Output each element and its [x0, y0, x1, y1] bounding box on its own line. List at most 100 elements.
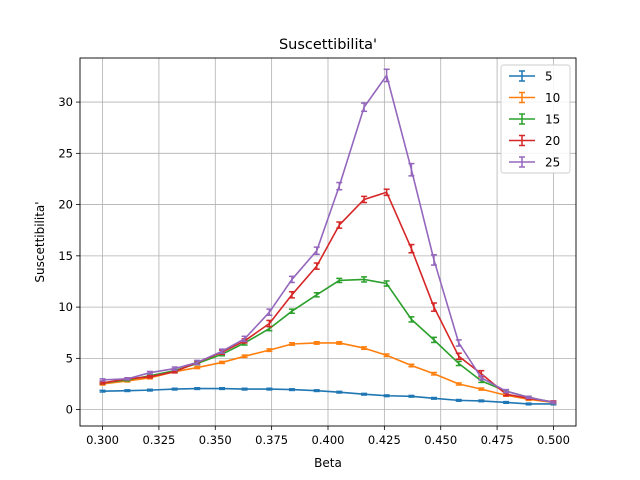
legend-item-20: 20: [509, 134, 560, 148]
error-bar-25-5: [219, 348, 226, 354]
series-25: [99, 68, 557, 405]
error-bar-20-11: [361, 195, 368, 204]
series-20: [99, 188, 557, 404]
x-tick-label-2: 0.350: [199, 433, 232, 447]
y-axis-label: Suscettibilita': [33, 201, 47, 282]
error-bar-5-12: [383, 394, 390, 398]
error-bar-15-11: [361, 276, 368, 283]
y-tick-label-0: 0: [66, 403, 73, 417]
error-bar-25-14: [430, 254, 437, 266]
error-bar-25-7: [266, 308, 273, 317]
y-tick-label-1: 5: [66, 351, 73, 365]
error-bar-5-14: [430, 396, 437, 400]
error-bar-15-10: [336, 277, 343, 284]
error-bar-25-4: [194, 359, 201, 366]
x-axis-label: Beta: [314, 456, 342, 470]
error-bar-25-10: [336, 181, 343, 191]
error-bar-15-15: [455, 360, 462, 367]
error-bar-15-8: [288, 308, 295, 314]
series-5: [99, 387, 557, 406]
error-bar-5-1: [124, 389, 131, 393]
x-tick-label-0: 0.300: [86, 433, 119, 447]
error-bar-5-10: [336, 390, 343, 394]
series-layer: [99, 68, 557, 406]
error-bar-5-9: [313, 389, 320, 393]
error-bar-10-12: [383, 353, 390, 358]
error-bar-20-7: [266, 319, 273, 328]
error-bar-5-11: [361, 392, 368, 396]
error-bar-25-3: [171, 366, 178, 371]
error-bar-5-4: [194, 387, 201, 391]
error-bar-5-3: [171, 387, 178, 391]
error-bar-25-12: [383, 68, 390, 83]
error-bar-15-13: [408, 316, 415, 323]
legend-item-15: 15: [509, 113, 560, 127]
error-bar-25-1: [124, 377, 131, 381]
error-bar-25-13: [408, 162, 415, 177]
error-bar-20-8: [288, 290, 295, 299]
legend: 5 10 15 20 25: [500, 64, 571, 174]
error-bar-10-16: [478, 387, 485, 391]
series-line-5: [102, 387, 554, 405]
x-tick-label-7: 0.475: [481, 433, 514, 447]
error-bar-20-13: [408, 243, 415, 254]
error-bar-10-7: [266, 348, 273, 353]
legend-label-10: 10: [545, 91, 560, 105]
legend-label-25: 25: [545, 156, 560, 170]
error-bar-10-10: [336, 340, 343, 345]
error-bar-20-10: [336, 221, 343, 229]
error-bar-10-14: [430, 371, 437, 376]
error-bar-25-9: [313, 246, 320, 256]
error-bar-5-18: [525, 402, 532, 406]
error-bar-25-11: [361, 102, 368, 113]
legend-item-10: 10: [509, 91, 560, 105]
error-bar-10-5: [219, 360, 226, 365]
error-bar-5-15: [455, 398, 462, 402]
legend-label-20: 20: [545, 134, 560, 148]
legend-item-5: 5: [509, 70, 553, 84]
legend-label-5: 5: [545, 70, 553, 84]
chart-title: Suscettibilita': [279, 37, 377, 53]
x-tick-label-3: 0.375: [255, 433, 288, 447]
y-tick-label-4: 20: [58, 198, 73, 212]
error-bar-20-15: [455, 352, 462, 361]
error-bar-20-0: [99, 381, 106, 385]
error-bar-15-14: [430, 336, 437, 344]
x-tick-label-1: 0.325: [142, 433, 175, 447]
error-bar-25-2: [146, 370, 153, 375]
error-bar-25-17: [503, 388, 510, 394]
error-bar-5-6: [241, 387, 248, 391]
error-bar-5-5: [219, 387, 226, 391]
y-tick-label-6: 30: [58, 95, 73, 109]
error-bar-25-15: [455, 339, 462, 347]
x-tick-label-8: 0.500: [537, 433, 570, 447]
error-bar-20-12: [383, 188, 390, 197]
error-bar-5-2: [146, 388, 153, 392]
error-bar-20-2: [146, 375, 153, 379]
error-bar-5-0: [99, 389, 106, 393]
y-tick-label-5: 25: [58, 146, 73, 160]
error-bar-5-7: [266, 387, 273, 391]
error-bar-25-6: [241, 335, 248, 343]
error-bar-25-19: [550, 400, 557, 405]
error-bar-20-14: [430, 302, 437, 312]
error-bar-10-8: [288, 342, 295, 346]
x-tick-label-4: 0.400: [312, 433, 345, 447]
legend-label-15: 15: [545, 113, 560, 127]
legend-box: [500, 64, 571, 174]
y-axis: 0 5 10 15 20 25 30: [58, 95, 80, 417]
error-bar-10-9: [313, 340, 320, 345]
y-tick-label-3: 15: [58, 249, 73, 263]
error-bar-5-16: [478, 399, 485, 403]
error-bar-5-13: [408, 394, 415, 398]
legend-item-25: 25: [509, 156, 560, 170]
error-bar-5-17: [503, 400, 510, 404]
error-bar-25-18: [525, 395, 532, 400]
error-bar-25-8: [288, 275, 295, 284]
y-tick-label-2: 10: [58, 300, 73, 314]
error-bar-5-8: [288, 388, 295, 392]
error-bar-10-11: [361, 346, 368, 351]
error-bar-10-6: [241, 354, 248, 359]
series-line-25: [102, 74, 554, 404]
